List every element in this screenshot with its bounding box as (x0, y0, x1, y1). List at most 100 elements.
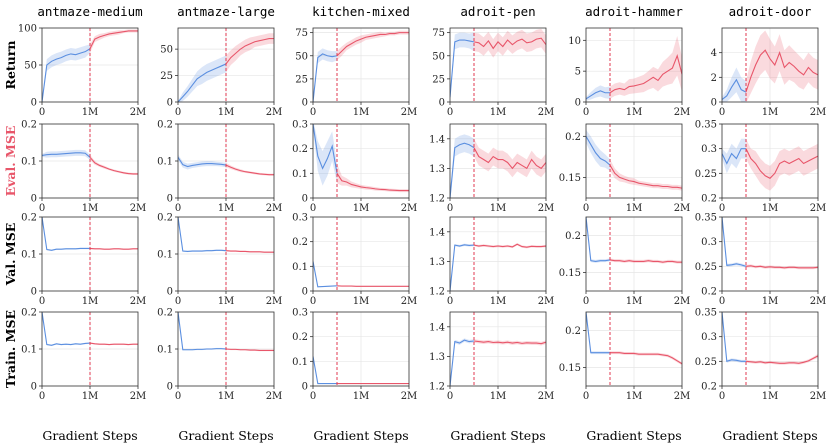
y-tick-label: 25 (432, 74, 445, 85)
x-tick-label: 0 (583, 203, 589, 214)
series-before-switch-line (450, 39, 475, 98)
x-tick-label: 2M (674, 203, 691, 214)
column-title-antmaze-medium: antmaze-medium (37, 4, 142, 19)
y-tick-label: 0.3 (701, 332, 717, 343)
panel-adroit-hammer-1: 0 5 10 0 1M 2M (568, 27, 690, 118)
series-before-switch-line (313, 53, 338, 102)
panel-kitchen-mixed-4: 0 0.1 0.2 0.3 0 1M 2M (292, 308, 417, 403)
series-after-switch-line (473, 340, 546, 345)
panel-adroit-door-3: 0.2 0.25 0.3 0.35 0 1M 2M (695, 213, 827, 308)
y-tick-label: 0.15 (559, 173, 581, 184)
x-tick-label: 0 (719, 296, 725, 307)
x-tick-label: 2M (810, 203, 827, 214)
series-before-switch-line (178, 63, 227, 102)
x-tick-label: 1M (626, 107, 643, 118)
panel-antmaze-medium-1: 0 50 100 0 1M 2M (18, 24, 146, 119)
series-after-switch-line (225, 38, 274, 65)
x-axis-label: Gradient Steps (178, 428, 273, 443)
plot-area (178, 217, 274, 253)
y-tick-label: 0.3 (701, 144, 717, 155)
x-tick-label: 1M (353, 107, 370, 118)
y-tick-label: 0.1 (21, 157, 37, 168)
x-tick-label: 1M (490, 107, 507, 118)
y-tick-label: 4 (711, 48, 717, 59)
x-tick-label: 1M (490, 203, 507, 214)
x-tick-label: 1M (626, 391, 643, 402)
y-tick-label: 0 (575, 98, 581, 109)
panel-adroit-pen-4: 1.2 1.3 1.4 0 1M 2M (429, 311, 555, 402)
x-tick-label: 0 (583, 107, 589, 118)
series-before-switch-band (450, 243, 474, 291)
x-axis-label: Gradient Steps (42, 428, 137, 443)
x-tick-label: 0 (39, 391, 45, 402)
plot-area (586, 129, 682, 191)
x-tick-label: 2M (674, 296, 691, 307)
series-after-switch-line (225, 348, 274, 352)
y-tick-label: 0.25 (695, 169, 717, 180)
y-tick-label: 0 (439, 98, 445, 109)
plot-area (313, 355, 409, 385)
series-after-switch-band (610, 159, 682, 191)
y-tick-label: 0 (302, 194, 308, 205)
series-before-switch-line (42, 48, 91, 102)
y-tick-label: 0 (167, 382, 173, 393)
x-tick-label: 0 (39, 296, 45, 307)
x-tick-label: 0 (175, 391, 181, 402)
x-tick-label: 2M (538, 107, 555, 118)
series-after-switch-line (745, 355, 818, 364)
series-after-switch-band (90, 154, 138, 176)
panel-antmaze-large-1: 0 25 50 0 1M 2M (160, 27, 282, 118)
x-tick-label: 2M (538, 391, 555, 402)
panel-antmaze-medium-2: 0 0.1 0.2 0 1M 2M (21, 120, 146, 215)
y-tick-label: 0.35 (695, 308, 717, 319)
x-tick-label: 0 (39, 107, 45, 118)
x-tick-label: 2M (130, 296, 147, 307)
y-tick-label: 0.2 (292, 332, 308, 343)
y-tick-label: 0.1 (21, 345, 37, 356)
y-tick-label: 0 (711, 98, 717, 109)
series-after-switch-line (336, 32, 409, 57)
y-tick-label: 0.1 (292, 357, 308, 368)
series-before-switch-line (450, 339, 475, 386)
series-after-switch-band (746, 138, 818, 191)
y-tick-label: 0.35 (695, 213, 717, 224)
y-tick-label: 0.2 (21, 308, 37, 319)
y-tick-label: 0.3 (292, 120, 308, 131)
x-tick-label: 1M (353, 203, 370, 214)
column-titles: antmaze-medium antmaze-large kitchen-mixed… (37, 4, 812, 19)
panel-antmaze-large-4: 0 0.1 0.2 0 1M 2M (157, 308, 282, 403)
series-after-switch-line (609, 53, 682, 94)
plot-area (450, 134, 546, 198)
x-tick-label: 1M (353, 296, 370, 307)
x-tick-label: 0 (447, 107, 453, 118)
series-before-switch-line (586, 217, 611, 262)
series-before-switch-line (450, 244, 475, 291)
y-tick-label: 0.2 (565, 326, 581, 337)
y-tick-label: 1.3 (429, 352, 445, 363)
series-before-switch-band (313, 48, 337, 102)
series-after-switch-line (89, 342, 138, 346)
plot-area (586, 36, 682, 101)
y-tick-label: 1.2 (429, 382, 445, 393)
plot-area (722, 217, 818, 270)
y-tick-label: 0.2 (157, 120, 173, 131)
series-before-switch-line (586, 312, 610, 354)
y-tick-label: 0.1 (157, 250, 173, 261)
series-before-switch-line (722, 217, 747, 267)
x-tick-label: 0 (719, 203, 725, 214)
x-axis-labels: Gradient Steps Gradient Steps Gradient Ste… (42, 428, 817, 443)
plot-area (42, 312, 138, 347)
x-tick-label: 1M (762, 203, 779, 214)
y-tick-label: 1.3 (429, 164, 445, 175)
x-tick-label: 1M (82, 107, 99, 118)
series-before-switch-line (178, 217, 227, 252)
series-before-switch-line (42, 152, 91, 158)
y-tick-label: 5 (575, 67, 581, 78)
row-label-return: Return (3, 41, 18, 90)
row-label-val-mse: Val. MSE (3, 223, 18, 287)
panel-adroit-hammer-3: 0.15 0.2 0 1M 2M (559, 216, 691, 307)
column-title-adroit-door: adroit-door (729, 4, 812, 19)
x-tick-label: 2M (266, 391, 283, 402)
series-before-switch-band (722, 67, 746, 102)
